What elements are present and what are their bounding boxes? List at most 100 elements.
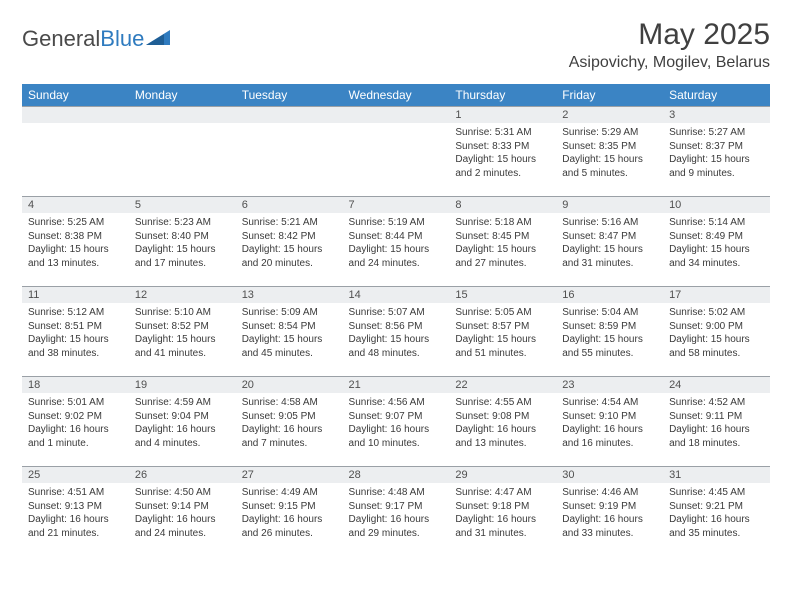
day-body: Sunrise: 4:54 AMSunset: 9:10 PMDaylight:… — [556, 393, 663, 454]
day-body: Sunrise: 5:12 AMSunset: 8:51 PMDaylight:… — [22, 303, 129, 364]
day-body: Sunrise: 5:29 AMSunset: 8:35 PMDaylight:… — [556, 123, 663, 184]
sunrise-line: Sunrise: 4:54 AM — [562, 397, 638, 408]
daylight-line: Daylight: 15 hours and 41 minutes. — [135, 334, 216, 359]
daylight-line: Daylight: 16 hours and 29 minutes. — [349, 514, 430, 539]
daylight-line: Daylight: 15 hours and 27 minutes. — [455, 244, 536, 269]
weekday-header: Thursday — [449, 84, 556, 106]
daylight-line: Daylight: 15 hours and 58 minutes. — [669, 334, 750, 359]
day-number: 17 — [663, 286, 770, 303]
daylight-line: Daylight: 15 hours and 31 minutes. — [562, 244, 643, 269]
sunrise-line: Sunrise: 5:01 AM — [28, 397, 104, 408]
calendar-cell: 5Sunrise: 5:23 AMSunset: 8:40 PMDaylight… — [129, 196, 236, 286]
weekday-header-row: SundayMondayTuesdayWednesdayThursdayFrid… — [22, 84, 770, 106]
day-number: 29 — [449, 466, 556, 483]
day-body: Sunrise: 4:46 AMSunset: 9:19 PMDaylight:… — [556, 483, 663, 544]
day-number: 16 — [556, 286, 663, 303]
day-number: 24 — [663, 376, 770, 393]
sunset-line: Sunset: 8:33 PM — [455, 141, 529, 152]
day-body: Sunrise: 4:55 AMSunset: 9:08 PMDaylight:… — [449, 393, 556, 454]
sunrise-line: Sunrise: 4:50 AM — [135, 487, 211, 498]
sunrise-line: Sunrise: 5:02 AM — [669, 307, 745, 318]
day-number: 6 — [236, 196, 343, 213]
daylight-line: Daylight: 15 hours and 45 minutes. — [242, 334, 323, 359]
sunrise-line: Sunrise: 4:47 AM — [455, 487, 531, 498]
day-number: 11 — [22, 286, 129, 303]
location: Asipovichy, Mogilev, Belarus — [569, 54, 770, 72]
calendar-week-row: 11Sunrise: 5:12 AMSunset: 8:51 PMDayligh… — [22, 286, 770, 376]
calendar-cell: 11Sunrise: 5:12 AMSunset: 8:51 PMDayligh… — [22, 286, 129, 376]
brand-logo: GeneralBlue — [22, 26, 172, 52]
day-body: Sunrise: 5:14 AMSunset: 8:49 PMDaylight:… — [663, 213, 770, 274]
sunrise-line: Sunrise: 4:45 AM — [669, 487, 745, 498]
sunset-line: Sunset: 8:37 PM — [669, 141, 743, 152]
sunset-line: Sunset: 9:07 PM — [349, 411, 423, 422]
day-body: Sunrise: 4:48 AM Sunset: 9:17 PM Daylight:… — [343, 483, 450, 544]
calendar-cell: 12Sunrise: 5:10 AMSunset: 8:52 PMDayligh… — [129, 286, 236, 376]
day-body: Sunrise: 5:10 AMSunset: 8:52 PMDaylight:… — [129, 303, 236, 364]
calendar-cell: 22Sunrise: 4:55 AMSunset: 9:08 PMDayligh… — [449, 376, 556, 466]
sunset-line: Sunset: 9:10 PM — [562, 411, 636, 422]
calendar-cell: 8Sunrise: 5:18 AMSunset: 8:45 PMDaylight… — [449, 196, 556, 286]
sunset-line: Sunset: 9:02 PM — [28, 411, 102, 422]
day-number: 26 — [129, 466, 236, 483]
calendar-cell: 31Sunrise: 4:45 AMSunset: 9:21 PMDayligh… — [663, 466, 770, 556]
day-number: 2 — [556, 106, 663, 123]
sunrise-line: Sunrise: 5:10 AM — [135, 307, 211, 318]
day-number: 19 — [129, 376, 236, 393]
day-number: 23 — [556, 376, 663, 393]
calendar-cell: 14Sunrise: 5:07 AMSunset: 8:56 PMDayligh… — [343, 286, 450, 376]
sunset-line: Sunset: 9:11 PM — [669, 411, 742, 422]
brand-part2: Blue — [100, 26, 144, 52]
daylight-line: Daylight: 15 hours and 5 minutes. — [562, 154, 643, 179]
brand-triangle-icon — [146, 28, 172, 46]
sunrise-line: Sunrise: 4:51 AM — [28, 487, 104, 498]
sunrise-line: Sunrise: 4:49 AM — [242, 487, 318, 498]
day-number: 31 — [663, 466, 770, 483]
calendar-week-row: 18 Sunrise: 5:01 AM Sunset: 9:02 PM Dayligh… — [22, 376, 770, 466]
sunset-line: Sunset: 9:08 PM — [455, 411, 529, 422]
day-body: Sunrise: 5:25 AMSunset: 8:38 PMDaylight:… — [22, 213, 129, 274]
calendar-cell: 16Sunrise: 5:04 AMSunset: 8:59 PMDayligh… — [556, 286, 663, 376]
sunrise-line: Sunrise: 5:14 AM — [669, 217, 745, 228]
day-number: 3 — [663, 106, 770, 123]
sunrise-line: Sunrise: 4:48 AM — [349, 487, 425, 498]
day-number: 25 — [22, 466, 129, 483]
day-number: 10 — [663, 196, 770, 213]
sunset-line: Sunset: 8:44 PM — [349, 231, 423, 242]
sunrise-line: Sunrise: 5:21 AM — [242, 217, 318, 228]
daylight-line: Daylight: 16 hours and 33 minutes. — [562, 514, 643, 539]
calendar-cell: 13Sunrise: 5:09 AMSunset: 8:54 PMDayligh… — [236, 286, 343, 376]
calendar-cell: 15Sunrise: 5:05 AMSunset: 8:57 PMDayligh… — [449, 286, 556, 376]
daylight-line: Daylight: 15 hours and 2 minutes. — [455, 154, 536, 179]
day-body: Sunrise: 4:45 AMSunset: 9:21 PMDaylight:… — [663, 483, 770, 544]
daylight-line: Daylight: 16 hours and 4 minutes. — [135, 424, 216, 449]
day-body: Sunrise: 4:51 AMSunset: 9:13 PMDaylight:… — [22, 483, 129, 544]
calendar-cell: 30Sunrise: 4:46 AMSunset: 9:19 PMDayligh… — [556, 466, 663, 556]
day-number-empty — [343, 106, 450, 123]
day-number: 13 — [236, 286, 343, 303]
day-body: Sunrise: 5:19 AMSunset: 8:44 PMDaylight:… — [343, 213, 450, 274]
sunset-line: Sunset: 8:40 PM — [135, 231, 209, 242]
day-body: Sunrise: 4:58 AMSunset: 9:05 PMDaylight:… — [236, 393, 343, 454]
daylight-line: Daylight: 16 hours and 31 minutes. — [455, 514, 536, 539]
day-number: 18 — [22, 376, 129, 393]
sunrise-line: Sunrise: 5:29 AM — [562, 127, 638, 138]
sunset-line: Sunset: 9:17 PM — [349, 501, 423, 512]
calendar-cell: 2Sunrise: 5:29 AMSunset: 8:35 PMDaylight… — [556, 106, 663, 196]
daylight-line: Daylight: 16 hours and 7 minutes. — [242, 424, 323, 449]
sunset-line: Sunset: 8:45 PM — [455, 231, 529, 242]
day-number: 30 — [556, 466, 663, 483]
sunset-line: Sunset: 8:42 PM — [242, 231, 316, 242]
calendar-week-row: 4Sunrise: 5:25 AMSunset: 8:38 PMDaylight… — [22, 196, 770, 286]
day-body: Sunrise: 5:21 AMSunset: 8:42 PMDaylight:… — [236, 213, 343, 274]
calendar-cell: 9Sunrise: 5:16 AMSunset: 8:47 PMDaylight… — [556, 196, 663, 286]
day-body: Sunrise: 5:23 AMSunset: 8:40 PMDaylight:… — [129, 213, 236, 274]
sunrise-line: Sunrise: 4:46 AM — [562, 487, 638, 498]
sunset-line: Sunset: 8:54 PM — [242, 321, 316, 332]
title-block: May 2025 Asipovichy, Mogilev, Belarus — [569, 18, 770, 72]
day-body: Sunrise: 4:52 AMSunset: 9:11 PMDaylight:… — [663, 393, 770, 454]
brand-part1: General — [22, 26, 100, 52]
daylight-line: Daylight: 16 hours and 18 minutes. — [669, 424, 750, 449]
weekday-header: Tuesday — [236, 84, 343, 106]
daylight-line: Daylight: 15 hours and 51 minutes. — [455, 334, 536, 359]
